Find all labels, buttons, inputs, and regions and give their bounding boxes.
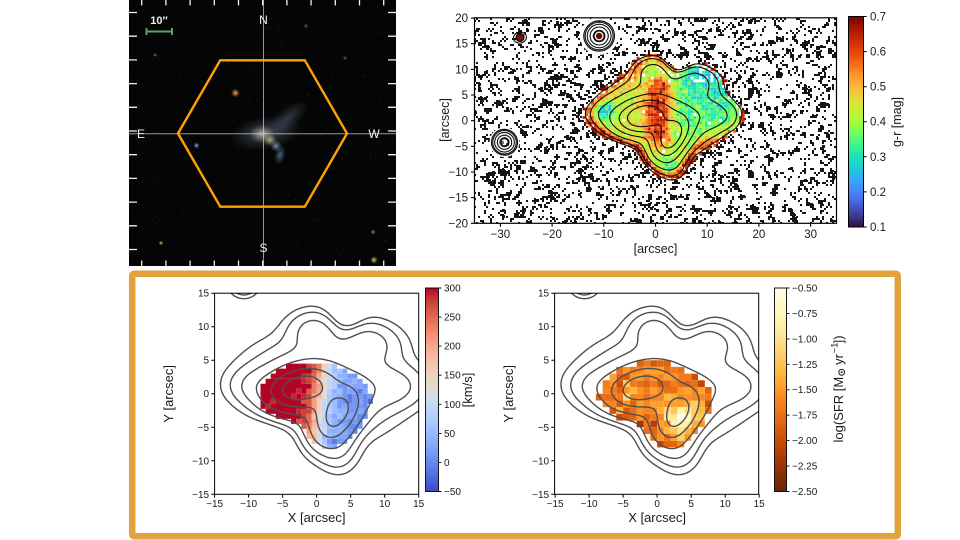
svg-text:−20: −20 bbox=[448, 218, 468, 230]
svg-text:−5: −5 bbox=[198, 423, 210, 434]
svg-text:10: 10 bbox=[455, 64, 468, 76]
svg-text:−2.00: −2.00 bbox=[792, 436, 818, 447]
svg-text:5: 5 bbox=[462, 90, 468, 102]
svg-text:Y [arcsec]: Y [arcsec] bbox=[501, 365, 516, 423]
svg-text:−20: −20 bbox=[542, 229, 562, 241]
svg-text:E: E bbox=[137, 127, 145, 141]
svg-text:−10: −10 bbox=[581, 499, 598, 510]
svg-text:−10: −10 bbox=[448, 167, 468, 179]
svg-text:−1: −1 bbox=[830, 343, 841, 354]
svg-text:5: 5 bbox=[348, 499, 354, 510]
svg-text:N: N bbox=[259, 13, 268, 27]
svg-text:[km/s]: [km/s] bbox=[460, 373, 475, 408]
svg-text:0: 0 bbox=[314, 499, 320, 510]
svg-text:15: 15 bbox=[538, 289, 550, 300]
svg-text:−10: −10 bbox=[532, 456, 549, 467]
svg-text:−50: −50 bbox=[444, 487, 461, 498]
svg-text:X [arcsec]: X [arcsec] bbox=[288, 510, 346, 525]
svg-text:[arcsec]: [arcsec] bbox=[438, 98, 452, 142]
svg-text:−1.25: −1.25 bbox=[792, 360, 818, 371]
svg-text:20: 20 bbox=[455, 13, 468, 25]
svg-text:50: 50 bbox=[444, 429, 456, 440]
svg-text:−10: −10 bbox=[240, 499, 257, 510]
svg-text:−5: −5 bbox=[538, 423, 550, 434]
svg-text:−2.25: −2.25 bbox=[792, 462, 818, 473]
svg-text:−2.50: −2.50 bbox=[792, 487, 818, 498]
svg-text:log(SFR [M: log(SFR [M bbox=[831, 377, 846, 443]
svg-text:]): ]) bbox=[831, 335, 846, 343]
svg-text:S: S bbox=[259, 241, 267, 255]
svg-text:0: 0 bbox=[652, 229, 658, 241]
svg-text:5: 5 bbox=[544, 356, 550, 367]
svg-text:0: 0 bbox=[544, 389, 550, 400]
svg-text:0.1: 0.1 bbox=[870, 222, 886, 234]
svg-text:−0.50: −0.50 bbox=[792, 284, 818, 295]
svg-text:−15: −15 bbox=[532, 490, 549, 501]
svg-text:20: 20 bbox=[753, 229, 766, 241]
svg-text:300: 300 bbox=[444, 284, 461, 295]
svg-text:−15: −15 bbox=[547, 499, 564, 510]
svg-text:−1.00: −1.00 bbox=[792, 334, 818, 345]
svg-text:10: 10 bbox=[538, 322, 550, 333]
svg-text:−5: −5 bbox=[617, 499, 629, 510]
svg-text:0: 0 bbox=[444, 458, 450, 469]
svg-text:5: 5 bbox=[204, 356, 210, 367]
svg-text:150: 150 bbox=[444, 371, 461, 382]
svg-text:250: 250 bbox=[444, 313, 461, 324]
svg-text:−10: −10 bbox=[594, 229, 614, 241]
svg-text:10: 10 bbox=[379, 499, 391, 510]
svg-text:0.7: 0.7 bbox=[870, 12, 886, 24]
svg-text:15: 15 bbox=[754, 499, 766, 510]
svg-text:0.3: 0.3 bbox=[870, 152, 886, 164]
svg-text:0.4: 0.4 bbox=[870, 117, 887, 129]
svg-text:10: 10 bbox=[720, 499, 732, 510]
svg-text:0: 0 bbox=[654, 499, 660, 510]
svg-text:−5: −5 bbox=[277, 499, 289, 510]
svg-text:W: W bbox=[368, 127, 380, 141]
svg-text:0: 0 bbox=[462, 116, 468, 128]
svg-text:[arcsec]: [arcsec] bbox=[634, 242, 678, 256]
svg-text:g-r [mag]: g-r [mag] bbox=[890, 97, 904, 147]
svg-text:−15: −15 bbox=[448, 193, 468, 205]
svg-text:0: 0 bbox=[204, 389, 210, 400]
svg-text:Y [arcsec]: Y [arcsec] bbox=[161, 365, 176, 423]
svg-text:−1.75: −1.75 bbox=[792, 411, 818, 422]
svg-text:−30: −30 bbox=[491, 229, 511, 241]
svg-text:30: 30 bbox=[804, 229, 817, 241]
svg-text:yr: yr bbox=[831, 353, 846, 365]
svg-text:0.2: 0.2 bbox=[870, 187, 886, 199]
svg-text:10: 10 bbox=[198, 322, 210, 333]
svg-text:200: 200 bbox=[444, 342, 461, 353]
svg-text:−10: −10 bbox=[192, 456, 209, 467]
svg-text:−15: −15 bbox=[206, 499, 223, 510]
svg-text:10″: 10″ bbox=[150, 15, 168, 27]
svg-text:15: 15 bbox=[198, 289, 210, 300]
svg-text:−15: −15 bbox=[192, 490, 209, 501]
svg-text:X [arcsec]: X [arcsec] bbox=[628, 510, 686, 525]
svg-text:−0.75: −0.75 bbox=[792, 309, 818, 320]
svg-text:100: 100 bbox=[444, 400, 461, 411]
svg-text:−1.50: −1.50 bbox=[792, 385, 818, 396]
svg-text:0.6: 0.6 bbox=[870, 47, 886, 59]
svg-text:10: 10 bbox=[701, 229, 714, 241]
svg-text:15: 15 bbox=[413, 499, 425, 510]
svg-text:0.5: 0.5 bbox=[870, 82, 886, 94]
svg-text:5: 5 bbox=[688, 499, 694, 510]
svg-text:15: 15 bbox=[455, 39, 468, 51]
svg-text:−5: −5 bbox=[455, 141, 468, 153]
